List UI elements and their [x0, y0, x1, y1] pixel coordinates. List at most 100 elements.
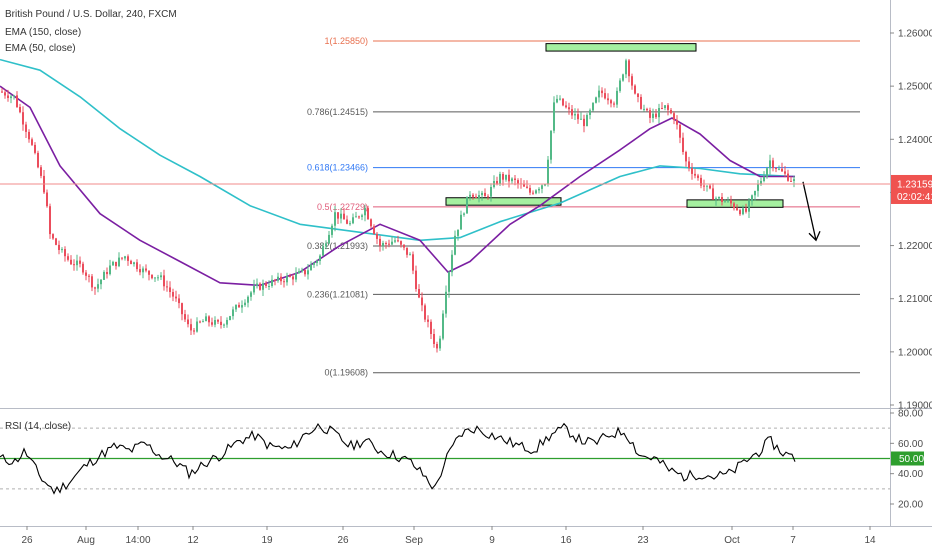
candle-body: [244, 302, 246, 306]
candle-body: [334, 212, 336, 226]
rsi-legend[interactable]: RSI (14, close): [5, 421, 71, 432]
candle-body: [295, 273, 297, 280]
candle-body: [22, 112, 24, 125]
candle-body: [205, 316, 207, 322]
candle-body: [625, 60, 627, 75]
candle-body: [4, 92, 6, 96]
highlight-zone[interactable]: [545, 43, 697, 52]
candle-body: [640, 97, 642, 109]
candle-body: [451, 254, 453, 273]
arrow-head[interactable]: [808, 230, 821, 242]
candle-body: [1, 91, 3, 93]
candle-body: [700, 177, 702, 186]
candle-body: [619, 80, 621, 91]
candle-body: [697, 175, 699, 178]
candle-body: [667, 105, 669, 110]
candle-body: [253, 285, 255, 293]
candle-body: [40, 167, 42, 176]
candle-body: [628, 60, 630, 77]
candle-body: [358, 216, 360, 218]
candle-body: [547, 159, 549, 185]
candle-body: [277, 276, 279, 281]
candle-body: [595, 97, 597, 103]
candle-body: [79, 260, 81, 264]
candle-body: [433, 334, 435, 344]
candle-body: [727, 200, 729, 202]
candle-body: [268, 286, 270, 287]
candle-body: [691, 168, 693, 174]
candle-body: [430, 321, 432, 334]
candle-body: [775, 167, 777, 169]
candle-body: [217, 320, 219, 322]
candle-body: [13, 95, 15, 97]
projection-arrow[interactable]: [802, 181, 821, 242]
candle-body: [256, 283, 258, 286]
candle-body: [313, 262, 315, 265]
rsi-tick-label: 80.00: [898, 409, 923, 420]
candle-body: [265, 283, 267, 286]
candle-body: [349, 223, 351, 225]
ema150-legend[interactable]: EMA (150, close): [5, 27, 81, 38]
ema150-series: [0, 58, 796, 242]
candlesticks: [1, 58, 795, 353]
candle-body: [787, 173, 789, 181]
candle-body: [583, 118, 585, 127]
candle-body: [64, 249, 66, 257]
time-tick-label: 12: [187, 535, 199, 546]
fib-label: 0.382(1.21993): [307, 241, 368, 251]
candle-body: [634, 85, 636, 94]
fib-label: 0(1.19608): [324, 368, 368, 378]
symbol-title[interactable]: British Pound / U.S. Dollar, 240, FXCM: [5, 9, 177, 20]
candle-body: [439, 338, 441, 349]
candle-body: [115, 261, 117, 267]
candle-body: [148, 270, 150, 275]
price-tick-label: 1.20000: [898, 347, 932, 358]
candle-body: [88, 275, 90, 277]
price-tick-label: 1.24000: [898, 135, 932, 146]
candle-body: [85, 272, 87, 276]
candle-body: [598, 90, 600, 98]
fibonacci-levels: 1(1.25850) 0.786(1.24515) 0.618(1.23466) 0.…: [307, 36, 860, 378]
candle-body: [49, 206, 51, 235]
current-price-badge[interactable]: [891, 174, 932, 204]
candle-body: [400, 241, 402, 245]
fib-label: 0.618(1.23466): [307, 163, 368, 173]
candle-body: [631, 76, 633, 86]
candle-body: [577, 114, 579, 120]
rsi-series: [0, 422, 890, 495]
candle-body: [10, 96, 12, 99]
candle-body: [376, 234, 378, 239]
candle-body: [421, 297, 423, 306]
candle-body: [529, 187, 531, 193]
candle-body: [442, 313, 444, 339]
price-axis[interactable]: 1.260001.250001.240001.230001.220001.210…: [890, 29, 932, 412]
rsi-value-badge[interactable]: [891, 451, 924, 466]
time-tick-label: 16: [560, 535, 572, 546]
rsi-axis[interactable]: 80.00 60.00 40.00 20.00 50.00: [890, 409, 924, 511]
candle-body: [289, 276, 291, 278]
ema50-legend[interactable]: EMA (50, close): [5, 43, 76, 54]
time-tick-label: 26: [337, 535, 349, 546]
candle-body: [385, 243, 387, 244]
candle-body: [211, 322, 213, 325]
arrow-shaft[interactable]: [802, 181, 817, 241]
candle-body: [262, 283, 264, 290]
candle-body: [772, 160, 774, 168]
candle-body: [355, 216, 357, 218]
highlight-zone[interactable]: [445, 197, 562, 206]
candle-body: [169, 287, 171, 292]
candle-body: [637, 93, 639, 97]
candle-body: [382, 243, 384, 246]
candle-body: [61, 249, 63, 251]
candle-body: [7, 95, 9, 98]
fib-label: 0.786(1.24515): [307, 107, 368, 117]
candle-body: [157, 277, 159, 279]
candle-body: [325, 243, 327, 247]
candle-body: [187, 319, 189, 325]
candle-body: [490, 187, 492, 197]
time-tick-label: 14: [864, 535, 876, 546]
time-tick-label: 19: [261, 535, 273, 546]
candle-body: [478, 195, 480, 198]
time-axis[interactable]: 26 Aug 14:00 12 19 26 Sep 9 16 23 Oct 7 14: [21, 526, 876, 546]
